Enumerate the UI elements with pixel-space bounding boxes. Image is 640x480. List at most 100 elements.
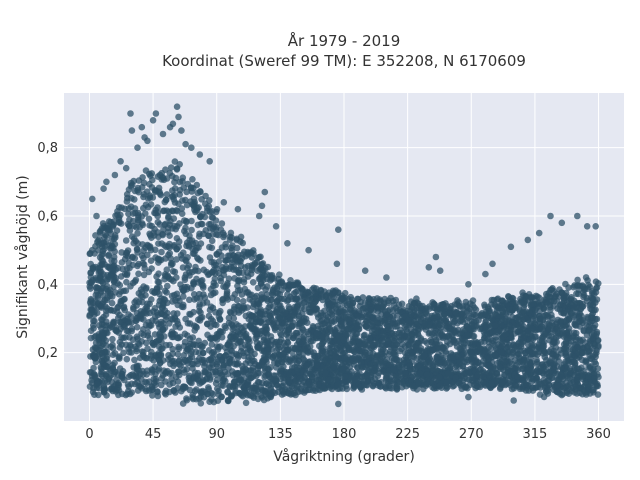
data-point — [259, 347, 266, 355]
data-point — [443, 379, 450, 387]
scatter-points — [86, 103, 602, 408]
data-point — [123, 327, 131, 335]
data-point — [121, 270, 129, 278]
data-point — [318, 333, 326, 341]
data-point — [218, 220, 226, 227]
data-point — [436, 382, 444, 389]
data-point — [493, 328, 500, 336]
data-point — [570, 313, 577, 321]
data-point — [395, 362, 402, 369]
data-point — [209, 214, 217, 221]
data-point — [181, 356, 189, 364]
data-point — [365, 308, 372, 315]
data-point — [297, 329, 305, 336]
data-point — [563, 299, 571, 307]
data-point — [129, 210, 137, 217]
data-point — [194, 221, 202, 229]
data-point — [439, 345, 446, 352]
data-point — [504, 366, 512, 374]
data-point — [249, 297, 256, 305]
data-point — [213, 224, 220, 231]
data-point — [506, 306, 513, 313]
data-point — [152, 338, 160, 346]
data-point — [496, 302, 504, 310]
data-point — [142, 354, 149, 362]
data-point — [183, 396, 191, 404]
data-point — [161, 389, 169, 397]
data-point — [223, 292, 230, 299]
data-point — [139, 298, 146, 306]
data-point — [485, 329, 493, 337]
data-point — [198, 281, 206, 289]
data-point — [260, 396, 268, 404]
data-point — [147, 352, 155, 359]
data-point — [175, 343, 182, 351]
data-point — [545, 369, 553, 377]
data-point — [110, 307, 117, 315]
data-point — [152, 381, 159, 389]
data-point — [352, 355, 360, 363]
data-point — [172, 389, 179, 396]
data-point — [133, 224, 140, 231]
data-point — [422, 308, 430, 316]
data-point — [533, 377, 540, 385]
data-point — [524, 366, 532, 374]
data-point — [242, 390, 249, 397]
data-point — [174, 334, 181, 342]
data-point — [96, 274, 104, 281]
data-point — [202, 227, 210, 234]
data-point — [178, 205, 186, 212]
data-point — [195, 337, 202, 345]
data-point — [208, 208, 216, 215]
data-point — [236, 390, 244, 397]
data-point — [491, 322, 499, 329]
data-point — [213, 231, 220, 238]
data-point — [362, 344, 370, 352]
data-point — [461, 337, 469, 344]
data-point — [246, 322, 253, 329]
data-point — [170, 196, 178, 203]
data-point — [197, 240, 205, 247]
data-point — [101, 245, 108, 253]
data-point — [112, 326, 119, 334]
data-point — [309, 303, 317, 310]
data-point — [434, 307, 441, 314]
data-point — [206, 243, 213, 251]
data-point — [590, 306, 598, 314]
data-point — [216, 327, 224, 335]
data-point — [290, 334, 297, 342]
data-point — [142, 291, 149, 299]
data-point — [143, 188, 151, 195]
data-point — [180, 293, 187, 300]
data-point — [206, 335, 214, 342]
data-point — [89, 388, 97, 396]
data-point — [94, 238, 101, 246]
data-point — [156, 343, 163, 351]
data-point — [273, 338, 281, 346]
data-point — [325, 301, 333, 309]
data-point — [281, 320, 288, 327]
data-point — [90, 322, 97, 329]
data-point — [130, 304, 137, 311]
data-point — [560, 308, 568, 315]
data-point — [263, 283, 271, 290]
data-point — [571, 359, 579, 367]
data-point — [169, 316, 176, 323]
data-point — [564, 335, 571, 343]
data-point — [263, 271, 271, 278]
data-point — [402, 369, 409, 377]
data-point — [208, 389, 215, 397]
data-point — [148, 296, 155, 303]
data-point — [123, 355, 131, 363]
data-point — [105, 251, 113, 258]
data-point — [278, 358, 285, 366]
data-point — [149, 392, 156, 399]
data-point — [205, 371, 213, 379]
data-point — [265, 366, 273, 373]
data-point — [125, 222, 133, 229]
data-point — [306, 386, 314, 394]
data-point — [175, 200, 182, 208]
data-point — [483, 323, 491, 331]
data-point — [436, 321, 443, 328]
data-point — [456, 345, 464, 352]
